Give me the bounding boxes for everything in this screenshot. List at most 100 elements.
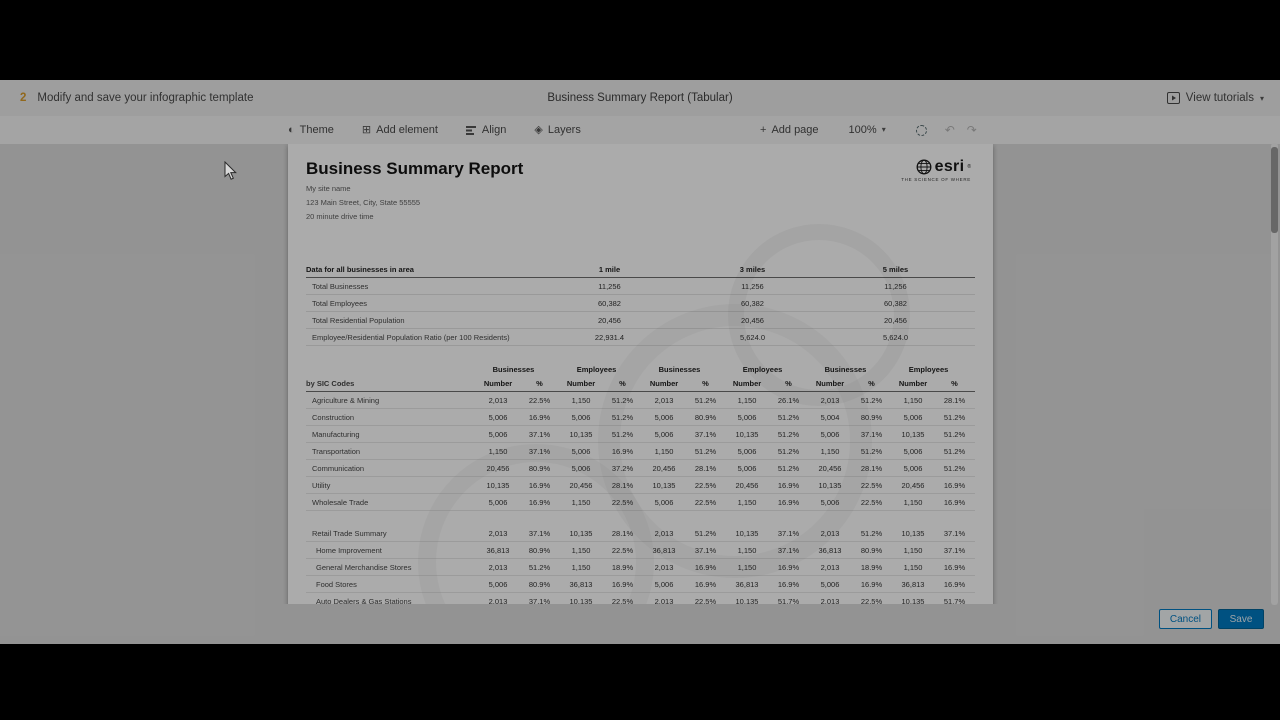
row-label: Food Stores (316, 579, 357, 589)
registered-mark: ® (967, 164, 971, 170)
cell-value: 51.2% (694, 528, 717, 538)
cell-value: 80.9% (528, 579, 551, 589)
add-element-icon: ⊞ (361, 124, 372, 136)
layers-button[interactable]: ◈ Layers (534, 116, 581, 144)
sic-subheader: by SIC Codes Number% Number% Number% Number%… (306, 376, 975, 392)
cell-value: 11,256 (598, 281, 621, 291)
cancel-button[interactable]: Cancel (1158, 609, 1212, 629)
cell-value: 1,150 (571, 395, 591, 405)
cell-value: 2,013 (654, 596, 674, 605)
cell-value: 16.9% (943, 480, 966, 490)
cell-value: 16.9% (528, 497, 551, 507)
table-row: Manufacturing 5,006 37.1% 10,135 51.2% 5,006 3… (306, 426, 975, 443)
video-tutorial-icon (1166, 92, 1180, 104)
esri-logo-text: esri (934, 158, 965, 175)
cell-value: 16.9% (943, 579, 966, 589)
group-header: Employees (576, 365, 617, 374)
cell-value: 36,813 (901, 579, 925, 589)
cell-value: 16.9% (777, 480, 800, 490)
chevron-down-icon: ▾ (881, 125, 886, 134)
scrollbar-thumb[interactable] (1271, 147, 1278, 233)
table-row: Construction 5,006 16.9% 5,006 51.2% 5,006 80.… (306, 409, 975, 426)
theme-button[interactable]: ◐ Theme (288, 116, 334, 144)
cell-value: 37.1% (943, 545, 966, 555)
toolbar-left-group: ◐ Theme ⊞ Add element Align (288, 116, 581, 144)
cell-value: 51.2% (777, 429, 800, 439)
table-row: Total Employees 60,382 60,382 60,382 (306, 295, 975, 312)
cell-value: 1,150 (654, 446, 674, 456)
cell-value: 1,150 (903, 497, 923, 507)
cell-value: 5,006 (654, 412, 674, 422)
scrollbar[interactable] (1271, 143, 1278, 605)
cell-value: 51.2% (860, 446, 883, 456)
cell-value: 20,456 (818, 463, 842, 473)
undo-button[interactable]: ↶ (945, 123, 955, 137)
table-row: Agriculture & Mining 2,013 22.5% 1,150 51.2%… (306, 392, 975, 409)
cell-value: 80.9% (694, 412, 717, 422)
align-button[interactable]: Align (465, 116, 506, 144)
settings-button[interactable] (915, 124, 927, 136)
cell-value: 28.1% (943, 395, 966, 405)
align-icon (465, 125, 477, 136)
cell-value: 2,013 (488, 596, 508, 605)
cell-value: 10,135 (818, 480, 842, 490)
cell-value: 5,006 (654, 497, 674, 507)
theme-icon: ◐ (288, 124, 295, 136)
cell-value: 5,004 (820, 412, 840, 422)
cell-value: 20,456 (569, 480, 593, 490)
cell-value: 22.5% (611, 497, 634, 507)
cell-value: 1,150 (571, 545, 591, 555)
cell-value: 2,013 (488, 562, 508, 572)
cell-value: 51.2% (777, 463, 800, 473)
cell-value: 60,382 (741, 298, 764, 308)
infographic-page[interactable]: Business Summary Report My site name 123… (288, 144, 993, 604)
cell-value: 1,150 (737, 497, 757, 507)
column-header: Number (732, 379, 762, 388)
cell-value: 37.2% (611, 463, 634, 473)
view-tutorials-button[interactable]: View tutorials ▾ (1166, 92, 1264, 104)
cell-value: 36,813 (486, 545, 510, 555)
theme-label: Theme (299, 124, 334, 136)
report-address: 123 Main Street, City, State 55555 (306, 198, 421, 207)
cell-value: 16.9% (694, 579, 717, 589)
group-header: Employees (908, 365, 949, 374)
esri-tagline: THE SCIENCE OF WHERE (901, 177, 971, 182)
redo-button[interactable]: ↷ (967, 123, 977, 137)
row-label: Utility (312, 480, 331, 490)
cell-value: 37.1% (528, 596, 551, 605)
cell-value: 51.7% (943, 596, 966, 605)
cell-value: 28.1% (611, 480, 634, 490)
cell-value: 22.5% (860, 497, 883, 507)
group-header: Businesses (658, 365, 701, 374)
cell-value: 51.2% (694, 395, 717, 405)
cell-value: 22.5% (860, 596, 883, 605)
save-button[interactable]: Save (1218, 609, 1264, 629)
cell-value: 20,456 (486, 463, 510, 473)
step-number: 2 (20, 92, 27, 104)
cell-value: 5,006 (737, 446, 757, 456)
row-label: General Merchandise Stores (316, 562, 412, 572)
cell-value: 36,813 (735, 579, 759, 589)
cell-value: 20,456 (652, 463, 676, 473)
table-row: Retail Trade Summary 2,013 37.1% 10,135 28.1… (306, 525, 975, 542)
design-canvas[interactable]: Business Summary Report My site name 123… (0, 144, 1280, 604)
add-page-button[interactable]: + Add page (760, 116, 819, 144)
sic-table: Businesses Employees Businesses Employees Bu… (306, 363, 975, 604)
cell-value: 37.1% (694, 545, 717, 555)
settings-icon (915, 124, 927, 136)
cell-value: 5,006 (571, 446, 591, 456)
cell-value: 5,006 (903, 446, 923, 456)
cell-value: 5,006 (737, 412, 757, 422)
add-element-button[interactable]: ⊞ Add element (362, 116, 438, 144)
cell-value: 2,013 (820, 596, 840, 605)
toolbar-right-group: + Add page 100% ▾ ↶ ↷ (760, 116, 977, 144)
report-title: Business Summary Report (306, 159, 524, 178)
group-header: Businesses (824, 365, 867, 374)
zoom-control[interactable]: 100% ▾ (849, 116, 886, 144)
cell-value: 80.9% (860, 545, 883, 555)
app-window: 2 Modify and save your infographic templ… (0, 80, 1280, 644)
cell-value: 1,150 (820, 446, 840, 456)
cell-value: 36,813 (569, 579, 593, 589)
cell-value: 80.9% (528, 463, 551, 473)
